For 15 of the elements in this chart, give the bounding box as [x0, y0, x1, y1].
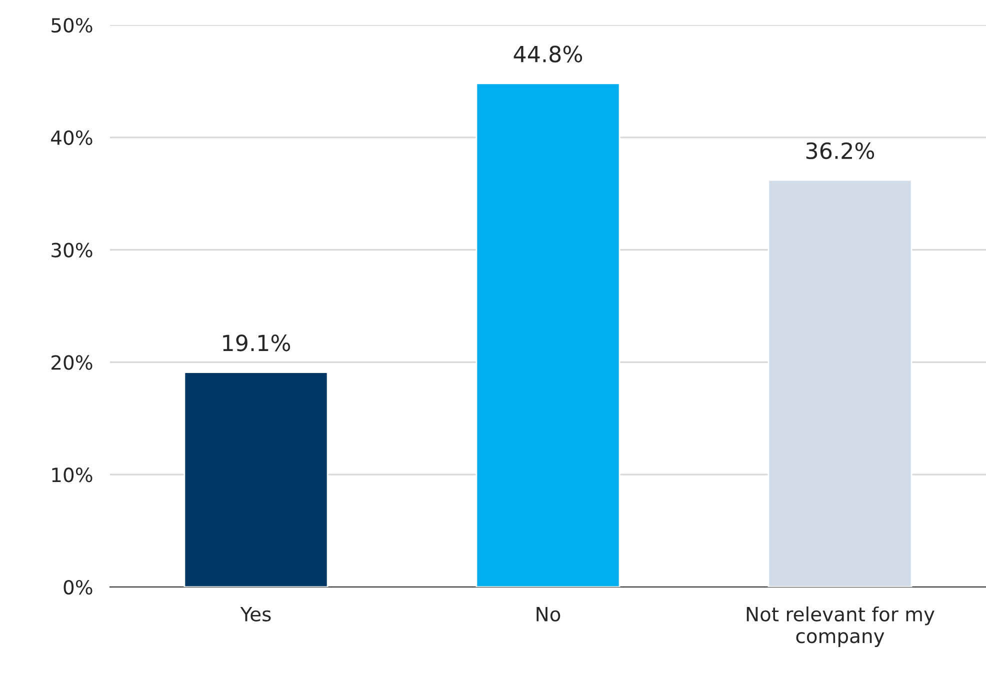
bar — [768, 179, 912, 587]
data-label: 44.8% — [514, 46, 582, 62]
y-tick-label: 50% — [52, 18, 92, 33]
y-tick-label: 0% — [64, 580, 92, 595]
x-tick-label: No — [536, 607, 560, 622]
y-tick-label: 40% — [51, 130, 92, 146]
y-tick-label: 10% — [52, 468, 92, 482]
data-label: 36.2% — [806, 142, 874, 160]
data-label: 19.1% — [223, 334, 290, 352]
x-tick-label: Yes — [240, 607, 271, 622]
x-tick-label: Not relevant for my company — [746, 606, 934, 648]
y-tick-label: 20% — [52, 355, 92, 370]
bar — [476, 82, 620, 587]
y-tick-label: 30% — [52, 242, 92, 258]
bar — [184, 372, 328, 587]
